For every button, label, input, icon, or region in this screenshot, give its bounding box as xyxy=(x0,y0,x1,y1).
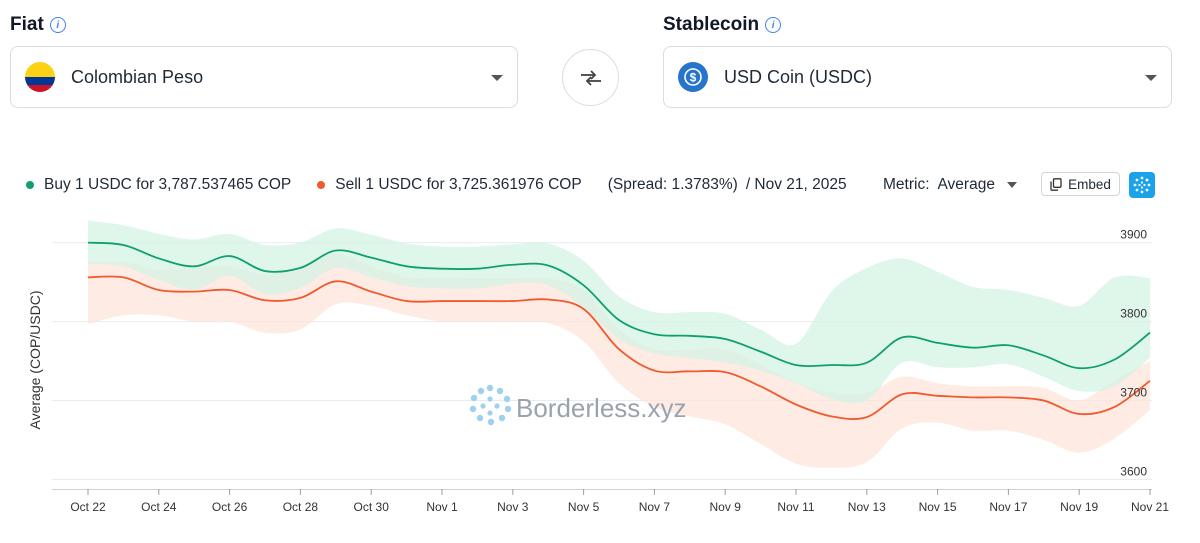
x-tick-label: Oct 28 xyxy=(283,500,319,514)
swap-arrows-icon xyxy=(580,69,601,86)
usdc-icon: $ xyxy=(678,62,708,92)
sell-dot xyxy=(317,181,326,189)
y-axis-label: Average (COP/USDC) xyxy=(27,290,43,429)
metric-value: Average xyxy=(937,176,995,193)
borderless-logo-icon xyxy=(469,384,512,426)
date-text: / Nov 21, 2025 xyxy=(745,176,847,193)
range-bands xyxy=(88,220,1150,468)
info-icon[interactable]: i xyxy=(49,17,66,33)
y-axis-ticks: 3600 3700 3800 3900 xyxy=(1120,228,1147,479)
colombia-flag-icon xyxy=(25,62,55,92)
embed-button[interactable]: Embed xyxy=(1041,172,1120,196)
stablecoin-selected-value: USD Coin (USDC) xyxy=(724,66,873,87)
chevron-down-icon xyxy=(1145,75,1157,81)
x-tick-label: Nov 9 xyxy=(710,500,742,514)
x-tick-label: Nov 3 xyxy=(497,500,529,514)
x-tick-label: Nov 17 xyxy=(989,500,1027,514)
fiat-label: Fiat i xyxy=(10,14,66,36)
sell-range-band xyxy=(88,253,1150,468)
watermark: Borderless.xyz xyxy=(469,384,687,426)
x-tick-label: Nov 5 xyxy=(568,500,600,514)
rate-chart: Oct 22 Oct 24 Oct 26 Oct 28 Oct 30 Nov 1 Nov 3… xyxy=(27,220,1169,514)
x-tick-label: Nov 13 xyxy=(848,500,886,514)
x-tick-label: Nov 11 xyxy=(777,500,814,514)
y-tick-label: 3900 xyxy=(1120,228,1147,242)
series-lines xyxy=(87,241,1151,420)
chevron-down-icon xyxy=(1006,182,1017,188)
x-tick-label: Oct 26 xyxy=(212,500,248,514)
x-tick-label: Oct 30 xyxy=(354,500,390,514)
copy-icon xyxy=(1050,177,1062,191)
y-tick-label: 3700 xyxy=(1120,386,1147,400)
x-tick-label: Oct 24 xyxy=(141,500,177,514)
x-tick-label: Oct 22 xyxy=(70,500,106,514)
svg-text:$: $ xyxy=(690,71,697,85)
spread-text: (Spread: 1.3783%) xyxy=(607,176,738,193)
x-tick-label: Nov 7 xyxy=(639,500,671,514)
x-tick-label: Nov 1 xyxy=(426,500,458,514)
sell-rate-text: Sell 1 USDC for 3,725.361976 COP xyxy=(335,176,582,193)
y-tick-label: 3800 xyxy=(1120,307,1147,321)
chevron-down-icon xyxy=(491,75,503,81)
stablecoin-select[interactable]: $ USD Coin (USDC) xyxy=(663,46,1172,108)
borderless-logo-button[interactable] xyxy=(1129,172,1155,198)
fiat-select[interactable]: Colombian Peso xyxy=(10,46,518,108)
fiat-selected-value: Colombian Peso xyxy=(71,66,204,87)
x-tick-label: Nov 21 xyxy=(1131,500,1169,514)
info-icon[interactable]: i xyxy=(765,17,782,33)
dotted-circle-icon xyxy=(1133,176,1151,194)
metric-label: Metric: xyxy=(883,176,930,193)
swap-button[interactable] xyxy=(562,49,619,106)
stablecoin-label: Stablecoin i xyxy=(663,14,782,36)
watermark-text: Borderless.xyz xyxy=(516,393,687,423)
sell-series-line xyxy=(87,275,1151,420)
x-axis: Oct 22 Oct 24 Oct 26 Oct 28 Oct 30 Nov 1 Nov 3… xyxy=(52,489,1169,514)
buy-rate-text: Buy 1 USDC for 3,787.537465 COP xyxy=(44,176,292,193)
x-tick-label: Nov 19 xyxy=(1060,500,1098,514)
x-tick-label: Nov 15 xyxy=(919,500,957,514)
metric-select[interactable]: Metric: Average xyxy=(883,176,1017,194)
buy-dot xyxy=(26,181,34,189)
embed-label: Embed xyxy=(1068,176,1111,192)
buy-series-line xyxy=(87,241,1151,370)
chart-legend: Buy 1 USDC for 3,787.537465 COP Sell 1 U… xyxy=(26,176,847,194)
buy-range-band xyxy=(88,220,1150,404)
y-tick-label: 3600 xyxy=(1120,465,1147,479)
